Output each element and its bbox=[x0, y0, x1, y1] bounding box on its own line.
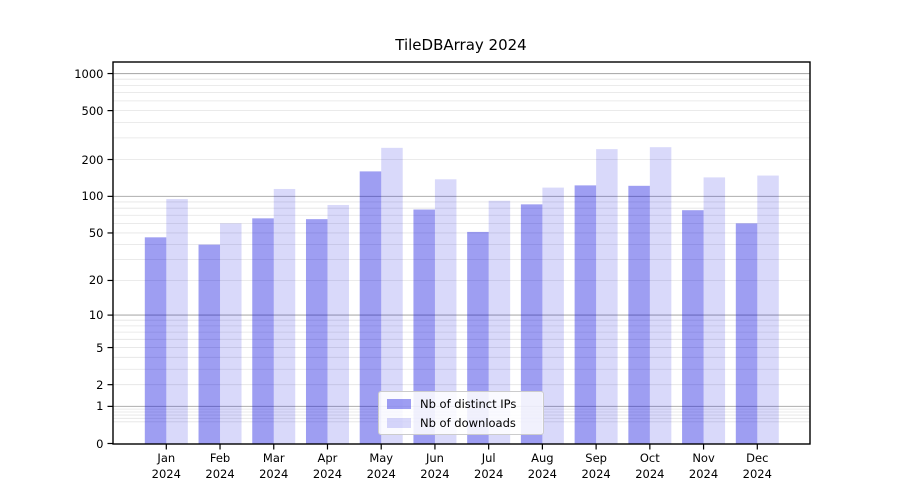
bar-downloads-apr bbox=[327, 204, 349, 444]
bar-ips-jan bbox=[144, 237, 167, 444]
bar-ips-apr bbox=[305, 219, 328, 444]
x-tick-label: Jun 2024 bbox=[420, 451, 450, 481]
bar-downloads-oct bbox=[649, 147, 672, 444]
x-tick-label: Feb 2024 bbox=[205, 451, 235, 481]
bar-downloads-jan bbox=[166, 199, 188, 444]
x-tick-label: Jul 2024 bbox=[474, 451, 504, 481]
y-tick-label: 10 bbox=[88, 308, 104, 323]
bar-downloads-dec bbox=[757, 175, 779, 444]
bar-ips-may bbox=[359, 171, 382, 444]
bar-downloads-may bbox=[381, 147, 403, 445]
x-tick-label: Aug 2024 bbox=[527, 451, 558, 481]
bar-ips-jun bbox=[413, 209, 435, 444]
legend-item-distinct-ips: Nb of distinct IPs bbox=[379, 397, 543, 411]
bar-ips-mar bbox=[252, 218, 274, 444]
x-tick-label: Jan 2024 bbox=[151, 451, 181, 481]
y-tick-label: 1 bbox=[96, 399, 104, 414]
y-tick-label: 20 bbox=[88, 273, 104, 288]
bar-downloads-nov bbox=[703, 177, 726, 444]
bar-ips-dec bbox=[735, 223, 758, 444]
bar-downloads-aug bbox=[542, 187, 564, 444]
x-tick-label: Mar 2024 bbox=[259, 451, 289, 481]
bar-ips-aug bbox=[520, 204, 543, 444]
bar-downloads-jun bbox=[434, 179, 457, 444]
bar-downloads-mar bbox=[273, 188, 296, 444]
legend-swatch-downloads bbox=[387, 417, 411, 428]
chart-title: TileDBArray 2024 bbox=[395, 36, 527, 54]
bar-ips-jul bbox=[467, 231, 489, 444]
bar-downloads-feb bbox=[220, 223, 242, 444]
y-tick-label: 50 bbox=[88, 225, 104, 240]
legend-item-downloads: Nb of downloads bbox=[379, 416, 543, 430]
y-tick-label: 1000 bbox=[74, 66, 104, 81]
bar-downloads-jul bbox=[488, 200, 511, 444]
plot-frame bbox=[112, 61, 811, 445]
x-tick-label: May 2024 bbox=[366, 451, 396, 481]
bar-ips-feb bbox=[198, 244, 221, 444]
y-tick-label: 0 bbox=[96, 436, 104, 451]
legend-label-distinct-ips: Nb of distinct IPs bbox=[420, 396, 517, 411]
legend-swatch-distinct-ips bbox=[387, 398, 411, 409]
x-tick-label: Oct 2024 bbox=[635, 451, 665, 481]
x-tick-label: Nov 2024 bbox=[688, 451, 719, 481]
bar-ips-nov bbox=[682, 210, 704, 444]
y-tick-label: 500 bbox=[81, 103, 104, 118]
legend: Nb of distinct IPs Nb of downloads bbox=[378, 391, 544, 435]
bar-ips-sep bbox=[574, 185, 597, 444]
legend-label-downloads: Nb of downloads bbox=[420, 415, 516, 430]
y-tick-label: 5 bbox=[96, 340, 104, 355]
y-tick-label: 2 bbox=[96, 377, 104, 392]
bar-ips-oct bbox=[628, 185, 650, 444]
bar-downloads-sep bbox=[596, 149, 618, 445]
x-tick-label: Apr 2024 bbox=[312, 451, 343, 481]
x-tick-label: Dec 2024 bbox=[742, 451, 772, 481]
x-tick-label: Sep 2024 bbox=[581, 451, 611, 481]
y-tick-label: 100 bbox=[81, 189, 104, 204]
y-tick-label: 200 bbox=[81, 152, 104, 167]
